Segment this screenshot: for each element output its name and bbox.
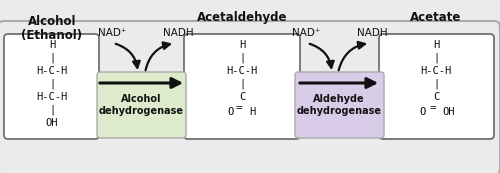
Text: NADH: NADH <box>162 28 194 38</box>
Text: Aldehyde
dehydrogenase: Aldehyde dehydrogenase <box>296 94 382 116</box>
Text: C: C <box>433 92 439 102</box>
Text: H-C-H: H-C-H <box>36 92 68 102</box>
Text: H-C-H: H-C-H <box>420 66 452 76</box>
Text: =: = <box>430 103 436 113</box>
FancyBboxPatch shape <box>4 34 99 139</box>
Text: |: | <box>239 53 245 63</box>
Text: |: | <box>433 79 439 89</box>
Text: NAD⁺: NAD⁺ <box>98 28 126 38</box>
Text: Acetaldehyde: Acetaldehyde <box>197 11 287 24</box>
Text: H: H <box>249 107 255 117</box>
Text: C: C <box>239 92 245 102</box>
Text: H: H <box>49 40 55 50</box>
FancyBboxPatch shape <box>295 72 384 138</box>
Text: |: | <box>433 53 439 63</box>
Text: NAD⁺: NAD⁺ <box>292 28 320 38</box>
Text: |: | <box>239 79 245 89</box>
Text: H: H <box>433 40 439 50</box>
Text: |: | <box>49 53 55 63</box>
Text: |: | <box>49 105 55 115</box>
Text: |: | <box>49 79 55 89</box>
FancyBboxPatch shape <box>0 21 500 173</box>
Text: =: = <box>236 103 242 113</box>
Text: O: O <box>227 107 233 117</box>
Text: H: H <box>239 40 245 50</box>
Polygon shape <box>412 135 440 173</box>
Text: Alcohol
(Ethanol): Alcohol (Ethanol) <box>22 15 82 42</box>
FancyBboxPatch shape <box>184 34 300 139</box>
Polygon shape <box>220 135 247 173</box>
FancyBboxPatch shape <box>379 34 494 139</box>
Text: H-C-H: H-C-H <box>226 66 258 76</box>
Text: OH: OH <box>443 107 455 117</box>
Text: OH: OH <box>46 118 58 128</box>
Text: NADH: NADH <box>356 28 388 38</box>
Text: Acetate: Acetate <box>410 11 462 24</box>
Text: H-C-H: H-C-H <box>36 66 68 76</box>
Text: Alcohol
dehydrogenase: Alcohol dehydrogenase <box>98 94 184 116</box>
FancyBboxPatch shape <box>97 72 186 138</box>
Text: O: O <box>420 107 426 117</box>
